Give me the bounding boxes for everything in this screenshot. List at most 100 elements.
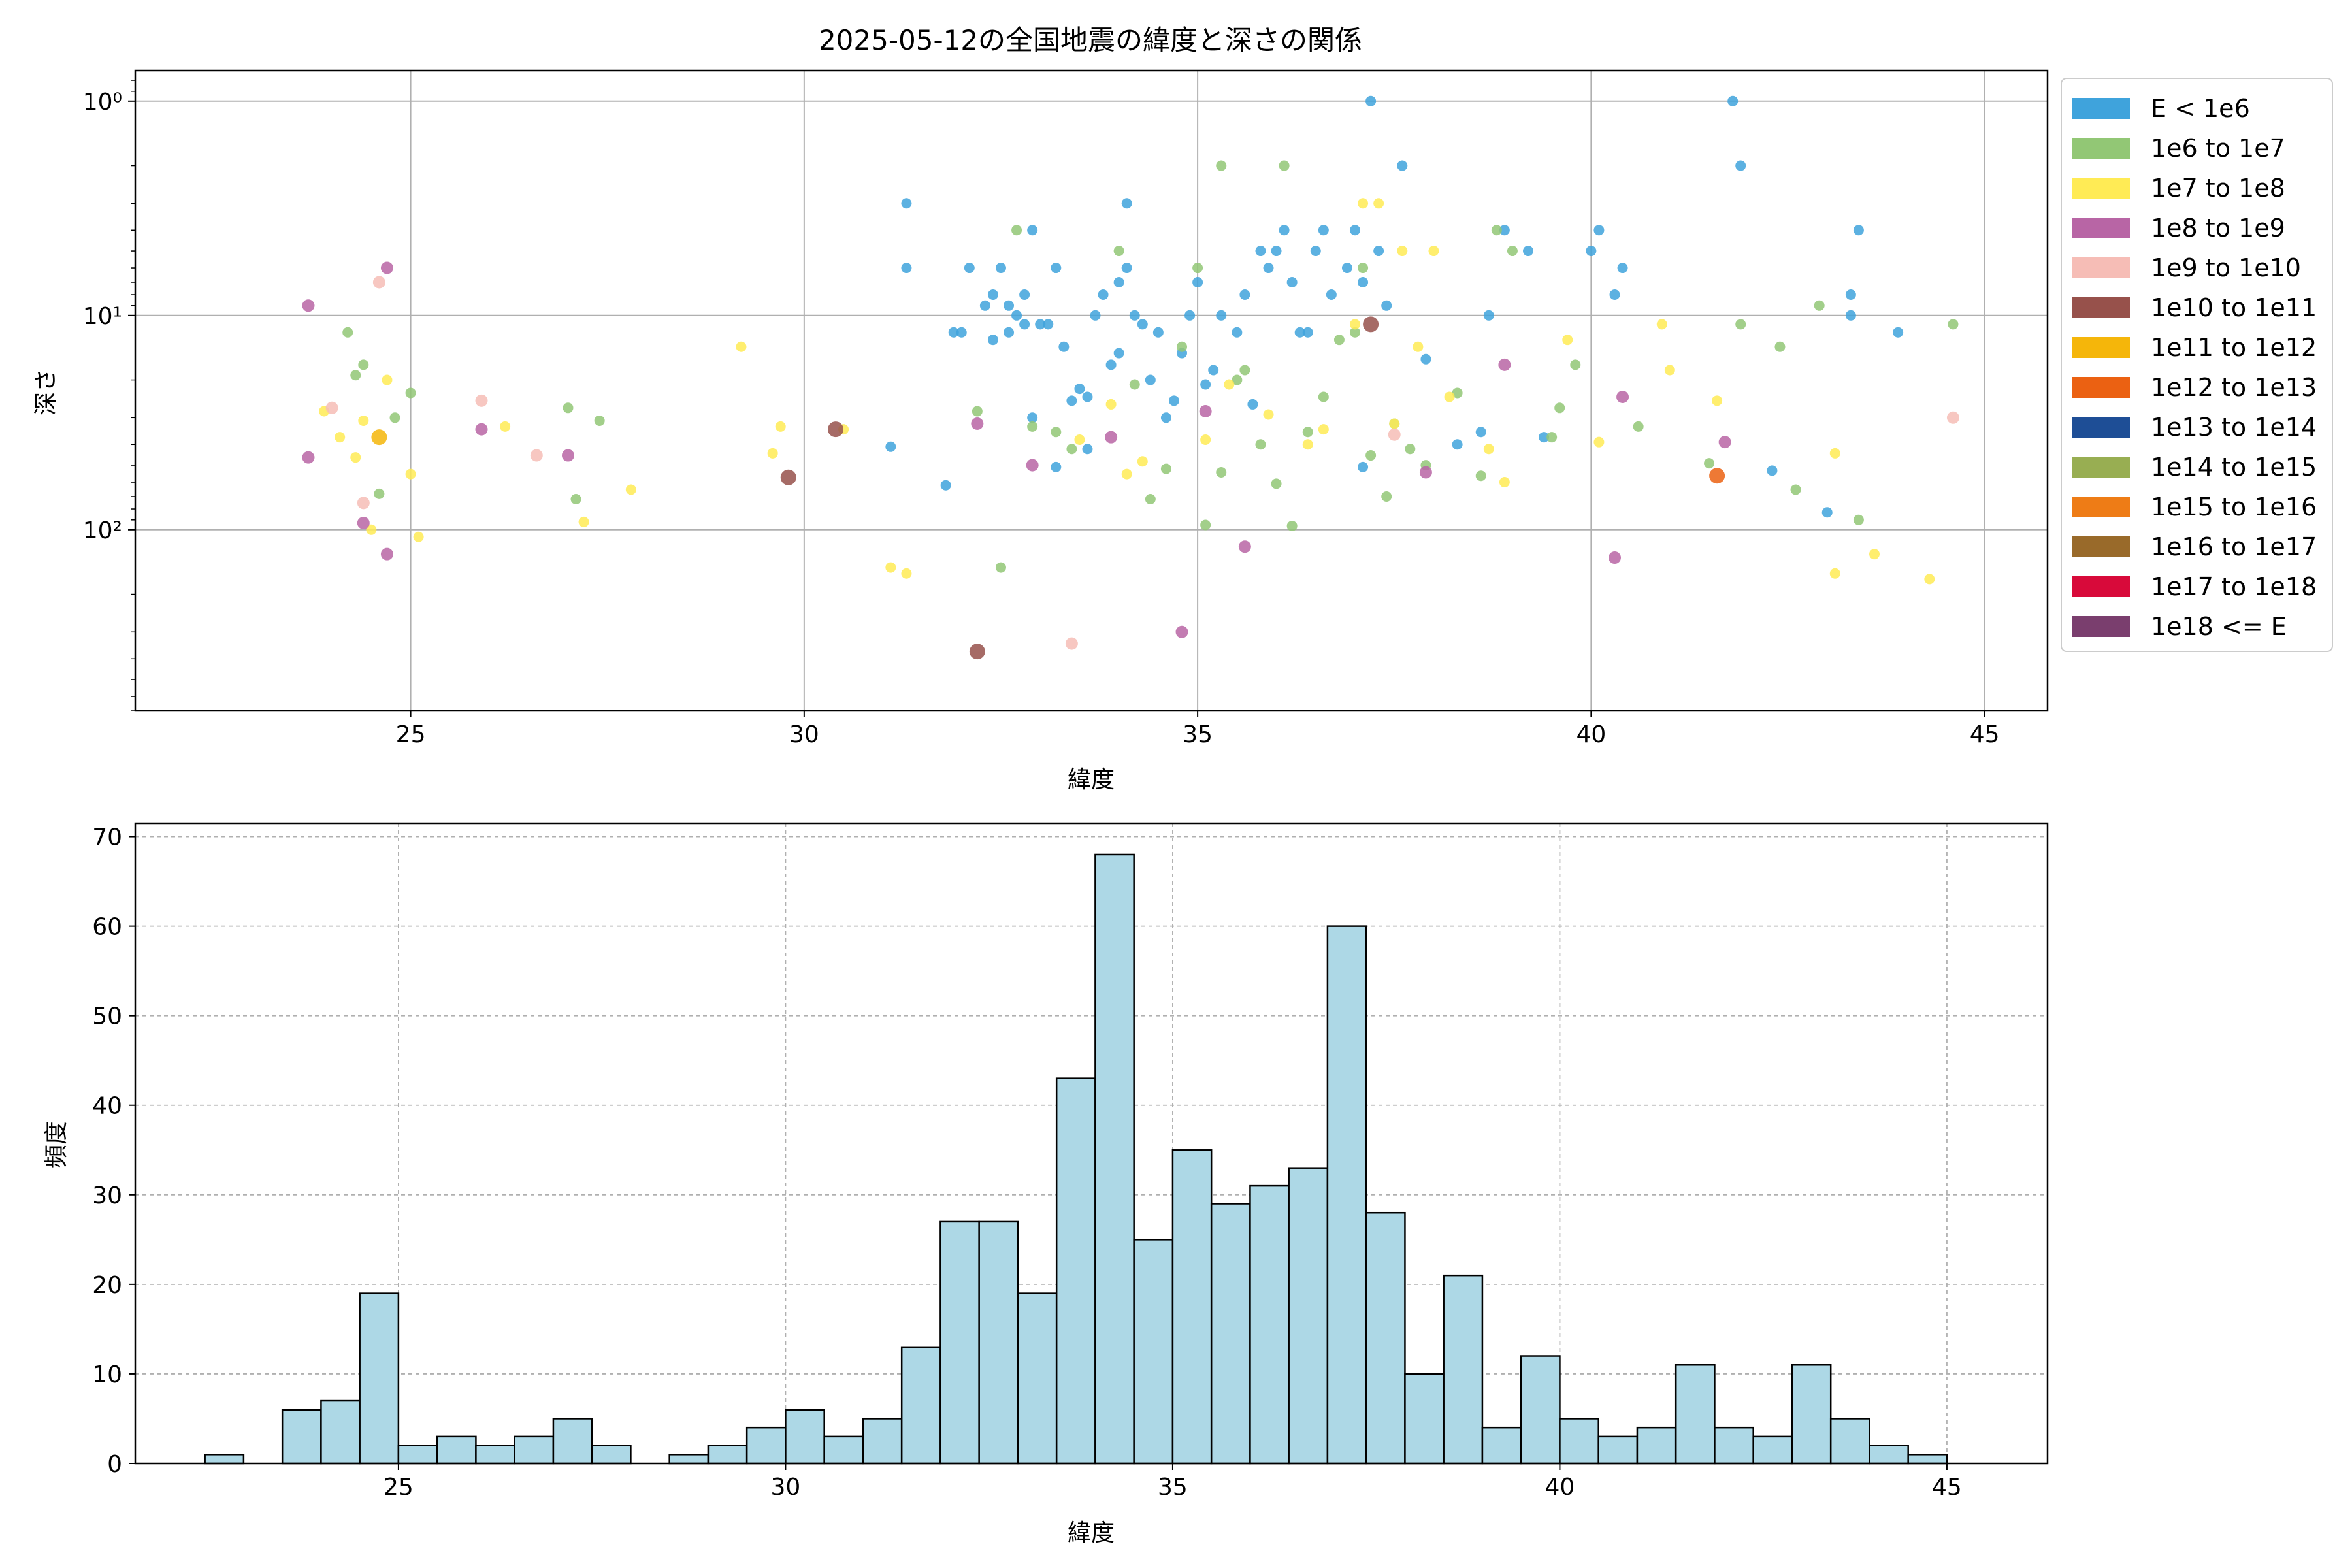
scatter-point: [1302, 427, 1313, 438]
legend-label: 1e9 to 1e10: [2151, 253, 2301, 282]
scatter-point: [1066, 395, 1077, 406]
scatter-point: [1019, 289, 1030, 301]
scatter-point: [1948, 319, 1959, 330]
scatter-point: [302, 451, 315, 464]
scatter-point: [1238, 540, 1251, 553]
histogram-y-tick-label: 10: [92, 1362, 122, 1388]
scatter-point: [1499, 225, 1510, 236]
scatter-point: [1499, 477, 1510, 488]
scatter-point: [1774, 341, 1786, 352]
scatter-point: [1168, 395, 1179, 406]
scatter-point: [1058, 341, 1070, 352]
scatter-point: [350, 452, 361, 463]
scatter-point: [1160, 412, 1171, 423]
scatter-point: [1074, 434, 1085, 445]
scatter-point: [1397, 160, 1408, 171]
scatter-point: [1192, 263, 1203, 274]
scatter-point: [1279, 160, 1290, 171]
histogram-bar: [1288, 1167, 1329, 1465]
histogram-y-axis-label: 頻度: [43, 1121, 70, 1168]
scatter-point: [1232, 374, 1243, 385]
scatter-title: 2025-05-12の全国地震の緯度と深さの関係: [819, 24, 1362, 56]
scatter-point: [1082, 391, 1093, 402]
scatter-point: [1011, 225, 1022, 236]
scatter-point: [1199, 404, 1212, 417]
histogram-bar: [1443, 1274, 1484, 1465]
scatter-point: [380, 261, 393, 274]
scatter-point: [1027, 421, 1038, 432]
scatter-point: [1893, 327, 1904, 338]
histogram-bar: [359, 1292, 400, 1465]
scatter-y-tick-label: 10⁰: [83, 89, 122, 116]
scatter-point: [1350, 225, 1361, 236]
scatter-point: [1318, 225, 1329, 236]
histogram-bar: [1829, 1418, 1870, 1465]
scatter-point: [530, 449, 543, 462]
scatter-point: [1616, 391, 1629, 404]
scatter-point: [885, 441, 896, 452]
scatter-point: [413, 531, 424, 542]
histogram-bar: [591, 1445, 632, 1465]
scatter-point: [1232, 327, 1243, 338]
legend-label: E < 1e6: [2151, 94, 2250, 123]
scatter-point: [969, 644, 985, 660]
scatter-point: [1145, 494, 1156, 505]
histogram-y-tick-label: 60: [92, 914, 122, 941]
scatter-point: [1350, 319, 1361, 330]
scatter-point: [1113, 348, 1124, 359]
histogram-bar: [397, 1445, 438, 1465]
scatter-point: [1065, 637, 1078, 650]
histogram-x-ticks: 25 30 35 40 45: [384, 1463, 1962, 1501]
scatter-point: [1302, 327, 1313, 338]
scatter-point: [1224, 379, 1235, 390]
histogram-y-tick-label: 0: [107, 1451, 122, 1478]
histogram-plot-frame: [134, 822, 2049, 1465]
histogram-x-axis-label: 緯度: [1068, 1520, 1115, 1546]
scatter-point: [1051, 461, 1062, 472]
scatter-point: [1869, 549, 1880, 560]
scatter-point: [1735, 319, 1746, 330]
histogram-bar: [1714, 1426, 1754, 1465]
scatter-point: [1113, 246, 1124, 257]
histogram-bar: [1094, 853, 1135, 1465]
scatter-point: [1373, 198, 1384, 209]
scatter-point: [964, 263, 975, 274]
scatter-point: [940, 480, 951, 491]
scatter-point: [578, 516, 589, 527]
histogram-bar: [668, 1454, 710, 1465]
scatter-point: [1609, 289, 1620, 301]
scatter-point: [1539, 432, 1550, 443]
scatter-point: [1483, 444, 1494, 455]
scatter-point: [475, 394, 488, 407]
histogram-x-tick-label: 35: [1158, 1474, 1188, 1501]
scatter-point: [405, 468, 416, 480]
histogram-bar: [1171, 1149, 1213, 1465]
histogram-bar: [707, 1445, 748, 1465]
scatter-point: [1302, 439, 1313, 450]
scatter-x-tick-label: 35: [1183, 721, 1213, 748]
legend-label: 1e10 to 1e11: [2151, 293, 2317, 322]
scatter-point: [1946, 411, 1959, 424]
scatter-point: [1405, 444, 1416, 455]
histogram-bar: [900, 1346, 941, 1465]
scatter-point: [1294, 327, 1305, 338]
scatter-point: [405, 387, 416, 399]
legend-swatch: [2072, 616, 2130, 637]
histogram-bar: [823, 1435, 864, 1465]
scatter-point: [885, 562, 896, 573]
scatter-point: [1184, 310, 1196, 321]
scatter-point: [302, 299, 315, 312]
histogram-bar: [1636, 1426, 1677, 1465]
scatter-point: [901, 263, 912, 274]
scatter-point: [350, 370, 361, 381]
scatter-point: [767, 448, 778, 459]
legend-label: 1e11 to 1e12: [2151, 333, 2317, 362]
scatter-point: [1279, 225, 1290, 236]
scatter-point: [1090, 310, 1101, 321]
histogram-x-tick-label: 30: [771, 1474, 801, 1501]
scatter-point: [594, 415, 605, 426]
scatter-point: [1452, 439, 1463, 450]
legend-swatch: [2072, 138, 2130, 159]
scatter-point: [563, 402, 574, 414]
scatter-point: [500, 421, 511, 432]
